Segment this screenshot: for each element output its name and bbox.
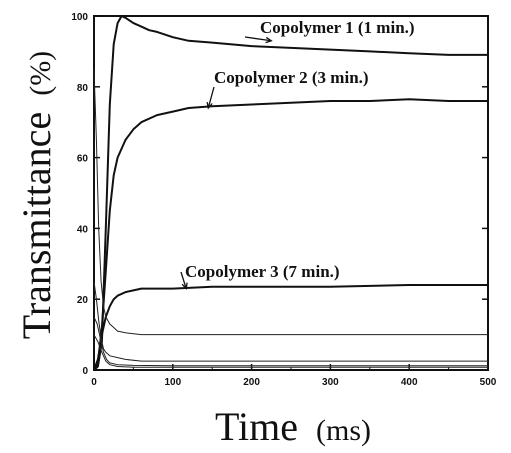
annotation-arrowhead [206, 101, 213, 110]
annotation-label-copolymer-3: Copolymer 3 (7 min.) [185, 262, 340, 281]
y-axis-unit: (%) [24, 51, 57, 96]
annotation-leader [180, 271, 187, 289]
series-layer [93, 15, 489, 371]
annotation-arrowhead [181, 282, 188, 291]
x-tick-label: 100 [164, 377, 181, 388]
series-line-7 [93, 334, 488, 368]
series-line-4 [93, 69, 488, 336]
annotation-leader [244, 36, 272, 42]
y-tick-label: 20 [77, 295, 89, 306]
annotations-layer: Copolymer 1 (1 min.) Copolymer 2 (3 min.)… [180, 18, 415, 291]
series-line-copolymer-3 [93, 284, 489, 371]
y-tick-label: 40 [77, 224, 89, 235]
y-tick-label: 60 [77, 154, 89, 165]
y-tick-label: 100 [71, 12, 88, 23]
axes: 0 20 40 60 80 100 0 100 200 300 400 500 [71, 12, 496, 388]
y-axis-title: Transmittance (%) [14, 51, 59, 339]
x-tick-label: 400 [401, 377, 418, 388]
series-line-copolymer-2 [93, 98, 489, 371]
x-axis-title: Time (ms) [215, 404, 371, 449]
x-tick-label: 0 [91, 377, 97, 388]
series-line-copolymer-1 [93, 15, 489, 371]
series-line-6 [93, 316, 488, 367]
x-tick-label: 300 [322, 377, 339, 388]
y-axis-label: Transmittance [14, 112, 59, 339]
annotation-leader [207, 86, 215, 109]
x-axis-unit: (ms) [316, 414, 371, 447]
series-line-5 [93, 281, 488, 362]
x-tick-label: 200 [243, 377, 260, 388]
annotation-arrowhead [265, 36, 273, 44]
x-tick-label: 500 [480, 377, 497, 388]
y-tick-label: 0 [82, 366, 88, 377]
y-tick-label: 80 [77, 83, 89, 94]
x-axis-label: Time [215, 404, 298, 449]
annotation-label-copolymer-1: Copolymer 1 (1 min.) [260, 18, 415, 37]
annotation-label-copolymer-2: Copolymer 2 (3 min.) [214, 68, 369, 87]
